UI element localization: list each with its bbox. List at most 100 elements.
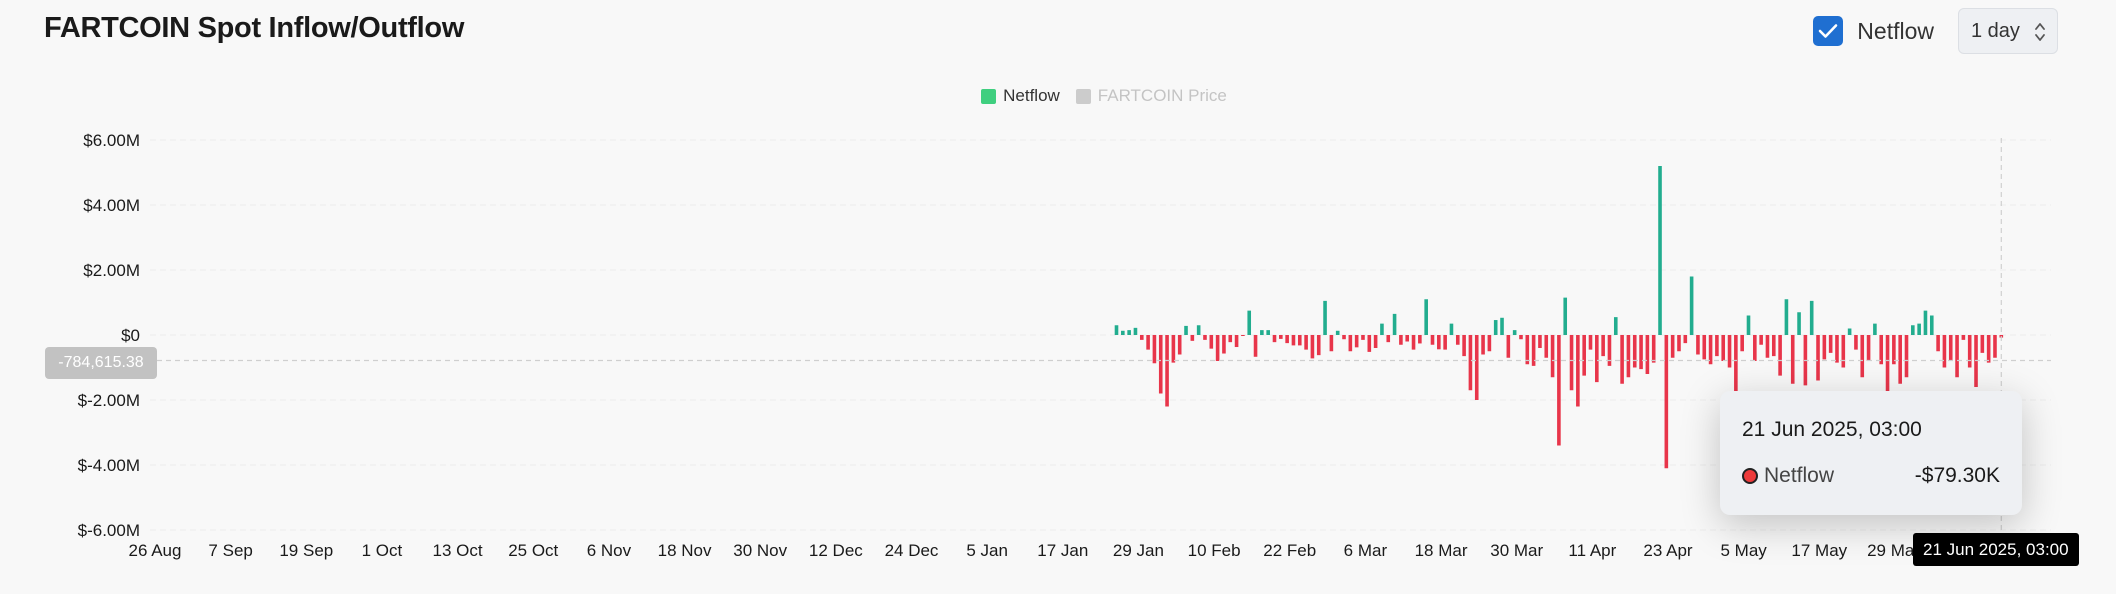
netflow-bar bbox=[1158, 335, 1163, 394]
netflow-bar bbox=[1980, 335, 1985, 353]
netflow-bar bbox=[1847, 328, 1852, 335]
legend-swatch-netflow bbox=[981, 88, 997, 104]
x-tick-label: 25 Oct bbox=[508, 541, 558, 560]
netflow-bar bbox=[1335, 330, 1340, 335]
netflow-bar bbox=[1607, 335, 1612, 366]
x-tick-label: 10 Feb bbox=[1188, 541, 1241, 560]
chevron-up-down-icon bbox=[2035, 23, 2045, 41]
netflow-bar bbox=[1904, 335, 1909, 378]
netflow-bar bbox=[1898, 335, 1902, 384]
netflow-bar bbox=[1285, 335, 1289, 344]
netflow-bar bbox=[1133, 327, 1138, 335]
netflow-bar bbox=[1487, 335, 1492, 352]
legend-item-netflow[interactable]: Netflow bbox=[981, 86, 1060, 106]
netflow-bar bbox=[1740, 335, 1744, 352]
netflow-bar bbox=[1689, 276, 1694, 335]
netflow-bar bbox=[1759, 335, 1763, 345]
netflow-bar bbox=[1753, 335, 1757, 361]
netflow-bar bbox=[1809, 300, 1814, 335]
netflow-bar bbox=[1114, 325, 1119, 335]
netflow-bar bbox=[1557, 335, 1561, 446]
netflow-bar bbox=[1203, 335, 1207, 340]
x-tick-label: 29 Jan bbox=[1113, 541, 1164, 560]
netflow-bar bbox=[1437, 335, 1441, 350]
netflow-bar bbox=[1961, 335, 1966, 340]
netflow-bar bbox=[1260, 330, 1264, 335]
x-tick-label: 11 Apr bbox=[1568, 541, 1616, 560]
y-tick-label: $0 bbox=[121, 326, 140, 345]
netflow-bar bbox=[1424, 299, 1428, 335]
netflow-bar bbox=[1455, 335, 1460, 345]
netflow-bar bbox=[1835, 335, 1839, 363]
netflow-bar bbox=[1923, 310, 1928, 335]
netflow-bar bbox=[1443, 335, 1447, 350]
netflow-bar bbox=[1860, 335, 1865, 378]
netflow-bars bbox=[1114, 166, 2004, 469]
netflow-bar bbox=[1329, 335, 1334, 352]
netflow-bar bbox=[1367, 335, 1372, 352]
netflow-bar bbox=[1234, 335, 1239, 348]
x-tick-label: 17 May bbox=[1791, 541, 1847, 560]
tooltip-date: 21 Jun 2025, 03:00 bbox=[1742, 418, 1922, 441]
netflow-bar bbox=[1449, 323, 1454, 335]
y-tick-label: $-6.00M bbox=[78, 521, 140, 540]
y-tick-label: $6.00M bbox=[83, 131, 140, 150]
netflow-bar bbox=[1222, 335, 1226, 354]
netflow-bar bbox=[1310, 335, 1315, 359]
netflow-bar bbox=[1955, 335, 1959, 378]
netflow-checkbox-label[interactable]: Netflow bbox=[1857, 17, 1934, 44]
netflow-bar bbox=[1892, 335, 1896, 365]
netflow-checkbox[interactable] bbox=[1813, 16, 1844, 46]
tooltip-row: Netflow -$79.30K bbox=[1742, 464, 2000, 488]
chart-controls: Netflow 1 day bbox=[1813, 8, 2058, 54]
netflow-bar bbox=[1430, 335, 1435, 345]
netflow-bar bbox=[1361, 335, 1365, 340]
y-axis-ticks: $6.00M $4.00M $2.00M $0 $-2.00M $-4.00M $-6.00… bbox=[78, 131, 140, 540]
netflow-bar bbox=[1967, 335, 1972, 368]
netflow-bar bbox=[1696, 335, 1700, 355]
netflow-bar bbox=[1569, 335, 1574, 391]
netflow-bar bbox=[1121, 330, 1125, 335]
chart-tooltip: 21 Jun 2025, 03:00 Netflow -$79.30K bbox=[1720, 391, 2022, 515]
crosshair-x-label: 21 Jun 2025, 03:00 bbox=[1913, 533, 2079, 566]
netflow-bar bbox=[1854, 335, 1858, 350]
netflow-bar bbox=[1512, 330, 1517, 335]
x-axis-ticks: 26 Aug 7 Sep 19 Sep 1 Oct 13 Oct 25 Oct 6 Nov 1… bbox=[129, 541, 1924, 560]
x-tick-label: 24 Dec bbox=[885, 541, 939, 560]
netflow-bar bbox=[1411, 335, 1416, 350]
page-title: FARTCOIN Spot Inflow/Outflow bbox=[44, 12, 465, 44]
netflow-bar bbox=[1986, 335, 1991, 363]
netflow-bar bbox=[1948, 335, 1953, 361]
netflow-bar bbox=[1784, 299, 1789, 335]
interval-select[interactable]: 1 day bbox=[1958, 8, 2058, 54]
netflow-bar bbox=[1209, 335, 1214, 349]
netflow-bar bbox=[1386, 335, 1391, 343]
netflow-bar bbox=[1841, 335, 1846, 368]
x-tick-label: 18 Nov bbox=[658, 541, 712, 560]
legend-label-price: FARTCOIN Price bbox=[1097, 86, 1227, 105]
legend-item-price[interactable]: FARTCOIN Price bbox=[1075, 86, 1227, 106]
interval-select-value: 1 day bbox=[1971, 19, 2020, 42]
x-tick-label: 6 Mar bbox=[1344, 541, 1388, 560]
y-tick-label: $4.00M bbox=[83, 196, 140, 215]
x-tick-label: 30 Nov bbox=[733, 541, 787, 560]
netflow-bar bbox=[1601, 335, 1605, 357]
netflow-bar bbox=[1626, 335, 1631, 378]
x-tick-label: 30 Mar bbox=[1490, 541, 1543, 560]
netflow-bar bbox=[1152, 335, 1157, 364]
netflow-bar bbox=[1885, 335, 1890, 433]
netflow-bar bbox=[1721, 335, 1726, 361]
netflow-bar bbox=[1190, 335, 1195, 341]
y-tick-label: $2.00M bbox=[83, 261, 140, 280]
netflow-bar bbox=[1828, 335, 1833, 353]
netflow-bar bbox=[1405, 335, 1410, 342]
netflow-bar bbox=[1765, 335, 1770, 358]
netflow-bar bbox=[1468, 335, 1473, 391]
tooltip-series-dot bbox=[1742, 468, 1758, 484]
netflow-bar bbox=[1354, 335, 1359, 348]
netflow-bar bbox=[1734, 335, 1738, 400]
netflow-bar bbox=[1146, 335, 1150, 350]
netflow-bar bbox=[1481, 335, 1485, 355]
netflow-bar bbox=[1727, 335, 1732, 368]
